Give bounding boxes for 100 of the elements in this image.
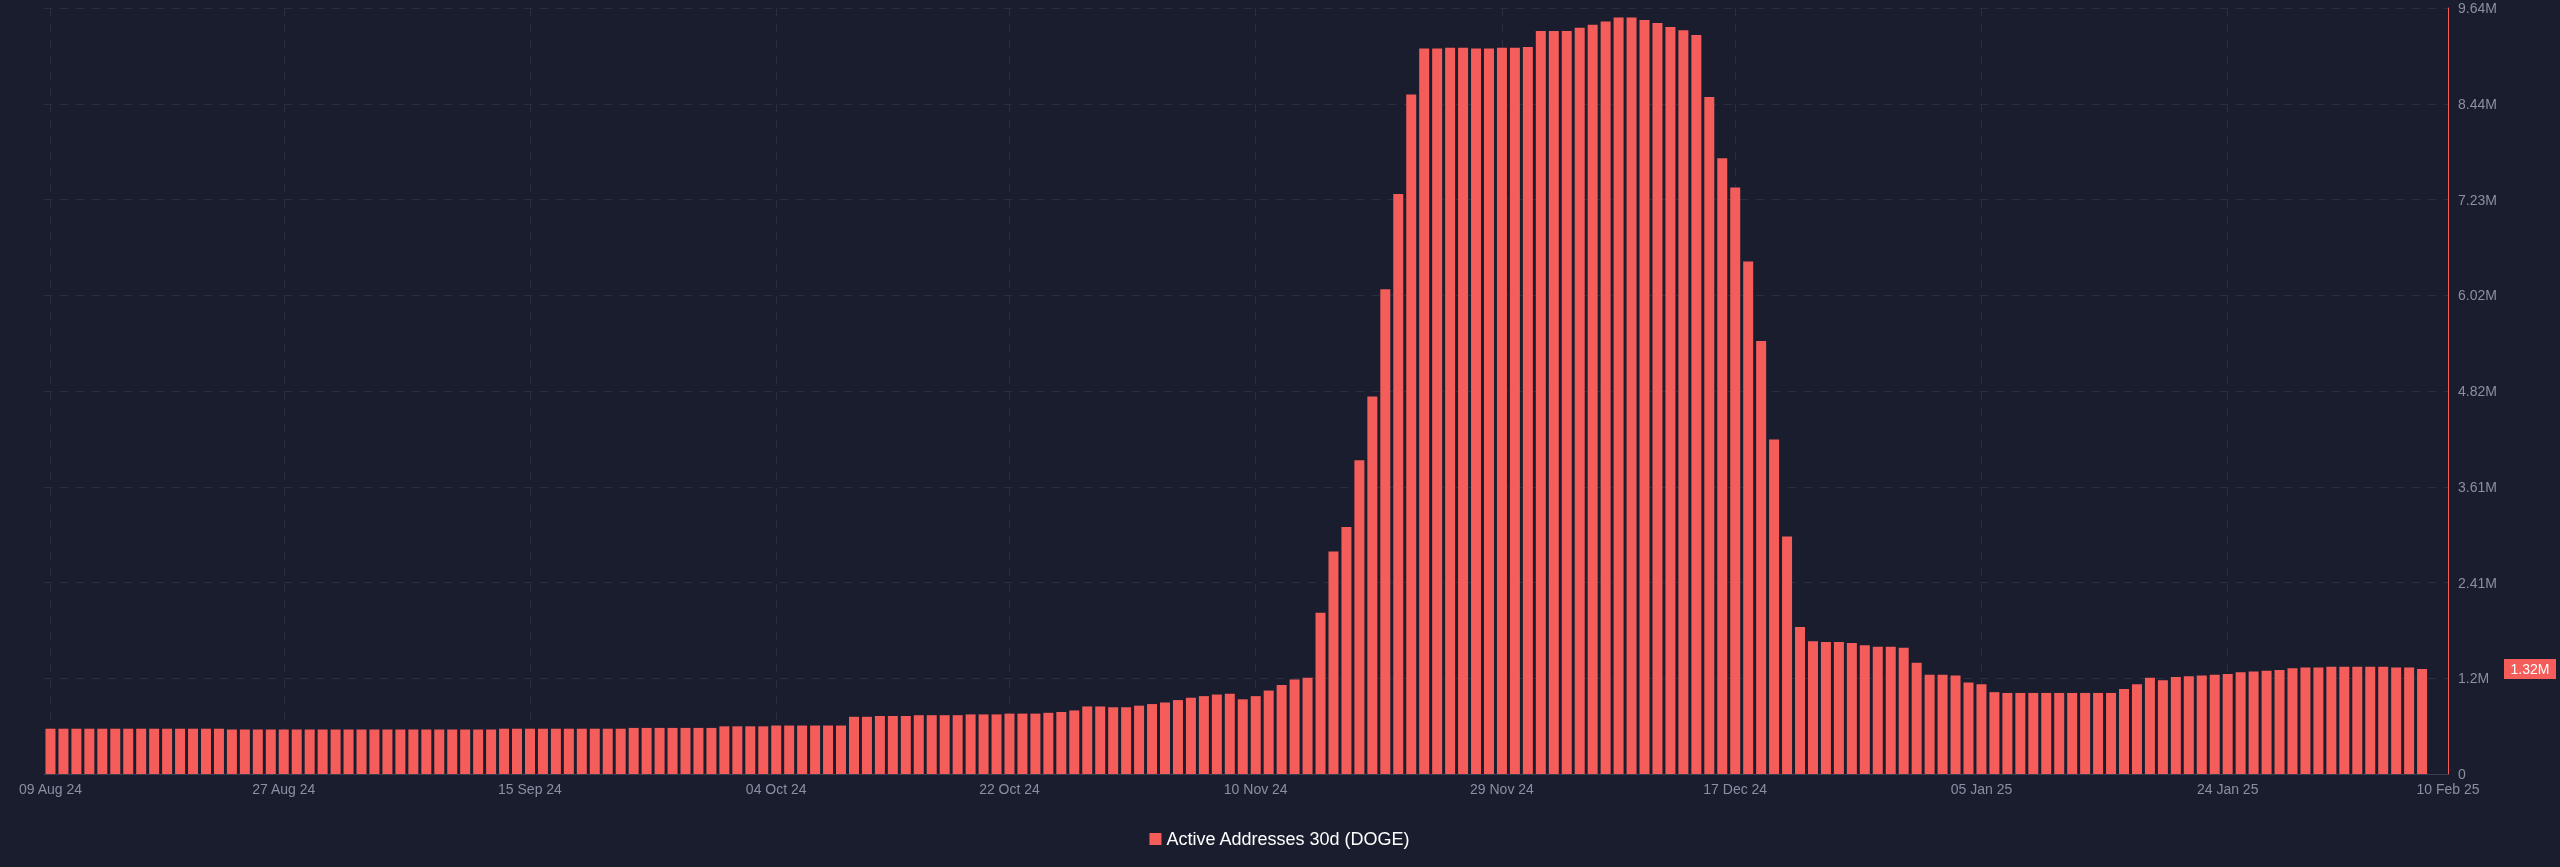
bar xyxy=(1743,261,1754,774)
bar xyxy=(71,728,82,774)
y-tick-label: 4.82M xyxy=(2458,383,2497,399)
bar xyxy=(913,715,924,774)
bar xyxy=(680,727,691,774)
x-tick-label: 10 Feb 25 xyxy=(2416,781,2480,797)
bar xyxy=(641,727,652,774)
bar xyxy=(1509,47,1520,774)
bar xyxy=(628,727,639,774)
bar xyxy=(745,726,756,774)
legend-label: Active Addresses 30d (DOGE) xyxy=(1166,829,1410,849)
x-tick-label: 22 Oct 24 xyxy=(979,781,1041,797)
bar xyxy=(1691,35,1702,774)
bar xyxy=(1276,685,1287,774)
bar xyxy=(1017,713,1028,774)
bar xyxy=(1315,612,1326,774)
bar xyxy=(369,729,380,774)
bar xyxy=(2002,692,2013,774)
bar xyxy=(1328,551,1339,774)
bar xyxy=(434,729,445,774)
bar xyxy=(97,728,108,774)
bar xyxy=(563,728,574,774)
bar xyxy=(1354,460,1365,774)
bar xyxy=(1237,699,1248,774)
bar xyxy=(1561,31,1572,774)
bar xyxy=(2222,673,2233,774)
bar xyxy=(848,716,859,774)
bar xyxy=(1250,696,1261,774)
bar xyxy=(758,726,769,774)
bar xyxy=(1172,700,1183,774)
bar xyxy=(1924,674,1935,774)
bar xyxy=(2326,666,2337,774)
bar xyxy=(317,729,328,774)
bar xyxy=(162,728,173,774)
bar xyxy=(58,728,69,774)
bar xyxy=(2093,692,2104,774)
bar xyxy=(1496,47,1507,774)
x-tick-label: 24 Jan 25 xyxy=(2196,781,2259,797)
bar xyxy=(1574,27,1585,774)
bar xyxy=(667,727,678,774)
bar xyxy=(123,728,134,774)
bar xyxy=(1535,31,1546,774)
bar xyxy=(2196,675,2207,774)
bar xyxy=(978,714,989,774)
x-tick-label: 04 Oct 24 xyxy=(745,781,807,797)
bar xyxy=(719,726,730,774)
bar xyxy=(1211,694,1222,774)
bar xyxy=(1730,187,1741,774)
bar xyxy=(1898,647,1909,774)
bar xyxy=(732,726,743,774)
bar xyxy=(2300,667,2311,774)
bar xyxy=(1160,702,1170,774)
bar xyxy=(693,727,704,774)
bar xyxy=(473,729,484,774)
bar xyxy=(1665,27,1676,774)
bar xyxy=(1030,713,1041,774)
bar xyxy=(900,715,911,774)
bar xyxy=(1846,642,1857,774)
bar xyxy=(2144,677,2155,774)
bar xyxy=(2106,692,2117,774)
bar xyxy=(550,728,561,774)
bar xyxy=(512,728,523,774)
x-tick-label: 10 Nov 24 xyxy=(1223,781,1288,797)
bar xyxy=(615,728,626,774)
bar xyxy=(110,728,121,774)
bar xyxy=(447,729,458,774)
bar xyxy=(784,725,795,774)
bar xyxy=(2235,672,2246,774)
x-tick-label: 27 Aug 24 xyxy=(252,781,316,797)
bar xyxy=(382,729,393,774)
bar xyxy=(1185,697,1196,774)
x-tick-label: 09 Aug 24 xyxy=(18,781,83,797)
y-tick-label: 7.23M xyxy=(2458,191,2497,208)
bar xyxy=(1548,31,1559,774)
bar xyxy=(1471,48,1482,774)
bar xyxy=(1341,526,1352,774)
bar xyxy=(1600,21,1611,774)
bar xyxy=(408,729,419,774)
bar xyxy=(2274,669,2285,774)
bar xyxy=(1678,30,1689,774)
bar xyxy=(2417,669,2428,774)
bar xyxy=(1769,439,1780,774)
bar xyxy=(1043,712,1054,774)
bar xyxy=(84,728,95,774)
bar xyxy=(1224,693,1235,774)
bar xyxy=(1717,158,1728,774)
bar xyxy=(499,728,510,774)
bar xyxy=(524,728,535,774)
bar xyxy=(1134,705,1145,774)
bar xyxy=(1263,690,1274,774)
bar xyxy=(1483,48,1494,774)
bar xyxy=(861,716,872,774)
text: 1.32M xyxy=(2510,661,2550,678)
bar xyxy=(1626,17,1637,774)
y-tick-label: 1.2M xyxy=(2458,670,2490,687)
bar xyxy=(589,728,600,774)
bar xyxy=(149,728,160,774)
bar xyxy=(576,728,587,774)
bar xyxy=(1950,675,1961,774)
bar xyxy=(2287,668,2298,774)
